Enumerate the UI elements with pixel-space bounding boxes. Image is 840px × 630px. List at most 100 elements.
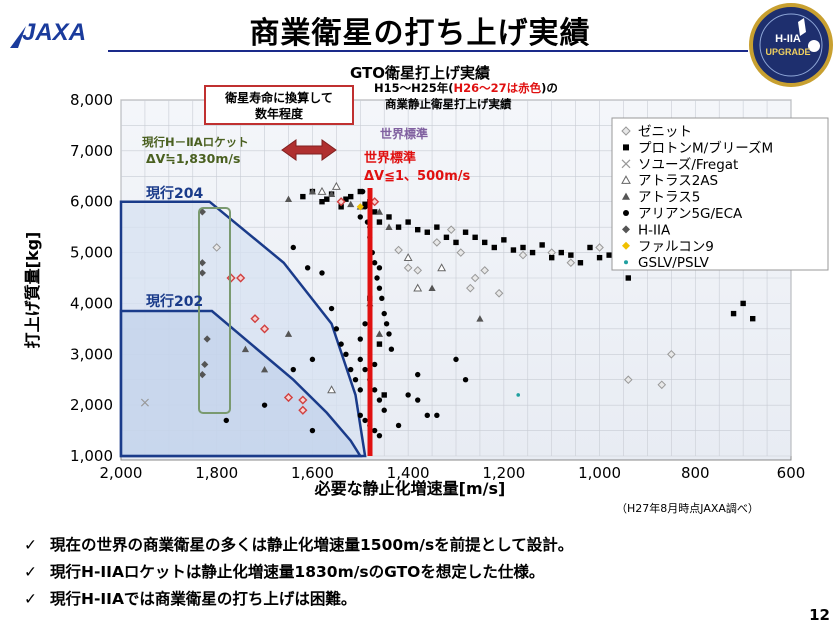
data-point bbox=[462, 377, 469, 383]
data-point bbox=[317, 186, 327, 195]
legend-label: ソユーズ/Fregat bbox=[638, 157, 738, 173]
label-202: 現行202 bbox=[146, 293, 203, 310]
x-tick-labels: 2,000 1,800 1,600 1,400 1,200 1,000 800 600 bbox=[100, 464, 806, 482]
h15-annotation-line2: 商業静止衛星打上げ実績 bbox=[385, 97, 512, 111]
data-point bbox=[309, 427, 316, 434]
region-current-202 bbox=[119, 309, 363, 458]
legend-label: アトラス5 bbox=[638, 190, 700, 206]
bullet-3-text: 現行H-IIAでは商業衛星の打ち上げは困難。 bbox=[50, 590, 357, 608]
data-point bbox=[424, 229, 430, 235]
data-point bbox=[518, 250, 528, 260]
data-point bbox=[549, 254, 555, 261]
data-point bbox=[357, 412, 363, 419]
data-point bbox=[501, 237, 507, 243]
data-point bbox=[577, 260, 584, 266]
data-point bbox=[362, 417, 368, 424]
data-point bbox=[198, 269, 206, 277]
data-point bbox=[453, 356, 459, 363]
data-point bbox=[348, 193, 354, 200]
data-point bbox=[730, 310, 737, 317]
data-point bbox=[516, 393, 521, 397]
data-point bbox=[203, 335, 211, 343]
x-tick-label: 800 bbox=[681, 464, 710, 482]
h2a-capability-box bbox=[198, 207, 231, 414]
check-icon: ✓ bbox=[24, 536, 37, 554]
legend-marker bbox=[622, 225, 630, 234]
data-point bbox=[376, 397, 383, 403]
data-point bbox=[371, 260, 378, 266]
data-point bbox=[308, 187, 317, 195]
data-point bbox=[428, 284, 436, 292]
world-standard-red: 世界標準 bbox=[364, 150, 416, 166]
data-point bbox=[606, 252, 612, 258]
h2a-upgrade-emblem: H-IIA UPGRADE bbox=[749, 3, 833, 87]
jaxa-logo: JAXA bbox=[10, 19, 86, 48]
data-point bbox=[357, 356, 363, 363]
world-standard-dv: ΔV≦1、500m/s bbox=[364, 169, 470, 184]
data-point bbox=[324, 196, 330, 202]
legend-marker bbox=[622, 192, 630, 200]
bullet-2-text: 現行H-IIAロケットは静止化増速量1830m/sのGTOを想定した仕様。 bbox=[50, 563, 545, 581]
data-point bbox=[437, 263, 447, 272]
data-point bbox=[327, 190, 336, 197]
data-point bbox=[403, 253, 413, 262]
double-arrow bbox=[281, 139, 337, 161]
h15-annotation-prefix: H15～H25年( bbox=[374, 81, 454, 95]
x-tick-label: 1,200 bbox=[482, 464, 525, 482]
chart-legend: ゼニットプロトンM/ブリーズMソユーズ/Fregatアトラス2ASアトラス5アリ… bbox=[611, 117, 829, 271]
data-point bbox=[388, 346, 395, 352]
data-point bbox=[434, 224, 440, 230]
current-h2a-line2: ΔV≒1,830m/s bbox=[146, 151, 240, 166]
data-point bbox=[413, 266, 423, 275]
data-point bbox=[333, 326, 340, 332]
legend-marker bbox=[621, 175, 631, 184]
data-point bbox=[357, 336, 363, 342]
data-point bbox=[386, 331, 392, 337]
current-h2a-line1: 現行H－ⅡAロケット bbox=[142, 135, 249, 149]
data-point bbox=[371, 361, 378, 368]
data-point bbox=[348, 366, 354, 373]
title-underline bbox=[108, 50, 748, 52]
data-point bbox=[236, 273, 246, 283]
data-point bbox=[596, 254, 603, 261]
h15-annotation-line1: H15～H25年(H26～27は赤色)の bbox=[374, 81, 558, 95]
data-point bbox=[140, 398, 149, 407]
data-point bbox=[385, 223, 393, 231]
data-point bbox=[386, 214, 392, 220]
x-axis-label: 必要な静止化増速量[m/s] bbox=[314, 479, 506, 498]
data-point bbox=[198, 259, 206, 267]
legend-box bbox=[611, 117, 829, 271]
data-point bbox=[375, 208, 384, 215]
data-point bbox=[623, 375, 633, 385]
world-standard-purple: 世界標準 bbox=[380, 126, 428, 141]
data-point bbox=[453, 239, 459, 246]
bullet-3: ✓ 現行H-IIAでは商業衛星の打ち上げは困難。 bbox=[24, 587, 356, 609]
legend-label: ファルコン9 bbox=[638, 239, 714, 255]
data-point bbox=[226, 273, 236, 283]
x-tick-label: 1,000 bbox=[578, 464, 621, 482]
data-point bbox=[223, 417, 229, 424]
data-point bbox=[357, 387, 363, 393]
data-point bbox=[259, 324, 270, 334]
data-point bbox=[241, 345, 250, 353]
data-point bbox=[319, 199, 325, 205]
data-point bbox=[260, 365, 269, 373]
legend-label: プロトンM/ブリーズM bbox=[638, 139, 773, 156]
data-point bbox=[352, 377, 359, 383]
data-point bbox=[198, 208, 206, 216]
data-point bbox=[371, 387, 378, 393]
data-point bbox=[476, 315, 484, 322]
data-point bbox=[284, 195, 293, 203]
data-point bbox=[284, 330, 293, 337]
data-point bbox=[356, 203, 364, 211]
label-204: 現行204 bbox=[146, 185, 203, 202]
data-point bbox=[381, 392, 387, 398]
data-point bbox=[319, 270, 325, 276]
data-point bbox=[403, 263, 413, 273]
y-tick-label: 3,000 bbox=[70, 345, 113, 363]
check-icon: ✓ bbox=[24, 590, 37, 608]
data-point bbox=[343, 351, 349, 357]
data-point bbox=[357, 214, 363, 220]
data-point bbox=[394, 245, 403, 255]
x-tick-label: 600 bbox=[777, 464, 806, 482]
